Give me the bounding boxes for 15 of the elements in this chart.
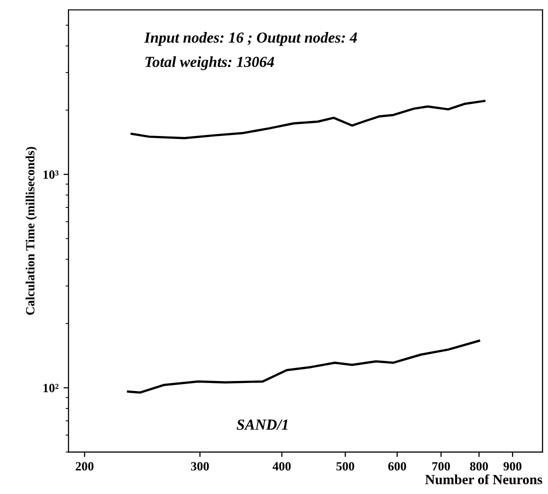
y-tick-label: 10³ — [44, 170, 59, 179]
x-tick-label: 400 — [272, 462, 291, 471]
x-tick-label: 600 — [388, 462, 406, 471]
x-tick-label: 800 — [470, 462, 488, 471]
y-tick-label: 10² — [44, 384, 58, 392]
x-tick-label: 700 — [432, 462, 450, 471]
x-axis-title: Number of Neurons — [425, 474, 542, 484]
annotation: Total weights: 13064 — [145, 56, 274, 70]
x-tick-label: 200 — [76, 462, 94, 471]
x-tick-label: 900 — [504, 462, 522, 471]
annotation: Input nodes: 16 ; Output nodes: 4 — [144, 32, 357, 46]
y-axis-title: Calculation Time (milliseconds) — [26, 146, 37, 315]
x-tick-label: 500 — [336, 462, 354, 471]
text: SAND/1 — [236, 420, 288, 430]
x-tick-label: 300 — [191, 462, 209, 471]
